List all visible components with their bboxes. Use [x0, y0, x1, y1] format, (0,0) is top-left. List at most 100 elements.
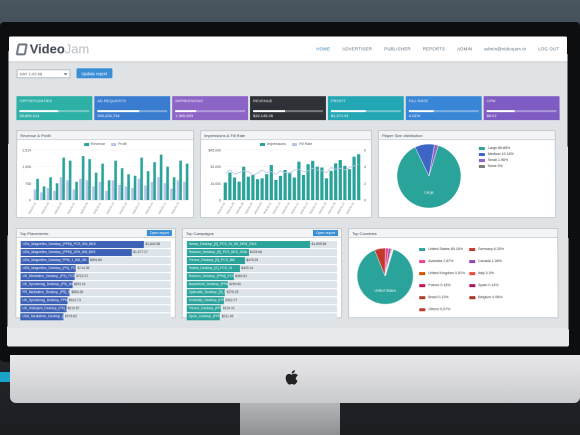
list-row[interactable]: Rubicon_Desktop_[S]_PCS_BKS_2016 $478.66 [187, 249, 337, 256]
campaigns-title: Top Campaigns [186, 231, 214, 236]
profit-bar [99, 182, 102, 200]
row-value: $722.07 [76, 274, 88, 278]
x-tick-label: 2016-01-21 [157, 201, 167, 215]
legend-swatch [469, 260, 475, 263]
stat-cards: OPPORTUNITIES 35,853,014 AD REQUESTS 300,22… [8, 96, 567, 120]
list-row[interactable]: Telaria_Desktop_[S]_PCS_01 $429.14 [187, 265, 337, 272]
legend-label: United States 89.16% [428, 247, 463, 251]
x-tick-label: 2016-01-27 [336, 201, 346, 215]
revenue-bar [147, 171, 150, 200]
list-row[interactable]: Smartclip_Desktop_[PPM]_PCS $262.07 [187, 297, 337, 304]
profit-bar [125, 186, 128, 200]
nav-home[interactable]: HOME [316, 46, 330, 51]
stat-progress [409, 110, 479, 112]
impressions-bar [348, 169, 351, 200]
nav-logout[interactable]: LOG OUT [538, 46, 559, 51]
list-row[interactable]: USA_Magnetfox_Desktop_PPM_1_BM_2M $905.89 [21, 257, 171, 264]
impressions-bar [279, 176, 282, 200]
row-value: $479.25 [246, 258, 258, 262]
campaigns-open-report-button[interactable]: Open report [313, 230, 338, 236]
impressions-bar [256, 179, 259, 200]
legend-item: Australia 1.87% [419, 256, 465, 266]
row-label: FR_Mediatime_Desktop_(PS)_BM [22, 290, 73, 294]
list-row[interactable]: USA_Magnetfox_Desktop_(PPM)_PCS_BM_BKS $1… [21, 241, 171, 248]
profit-bar [79, 179, 82, 200]
pie-center-label: Large [424, 191, 433, 195]
nav-advertiser[interactable]: ADVERTISER [342, 46, 372, 51]
legend-item: Small 1.96% [479, 158, 514, 162]
list-row[interactable]: Spotx_Desktop_[PPM]_PCS_BM $231.69 [187, 313, 337, 320]
nav-publisher[interactable]: PUBLISHER [384, 46, 411, 51]
player-legend: Large 89.85% Medium 10.15% Small 1.96% None… [479, 140, 514, 216]
profit-bar [47, 188, 50, 200]
stat-card: OPPORTUNITIES 35,853,014 [16, 96, 92, 120]
profit-bar [66, 180, 69, 200]
revenue-bar [114, 161, 117, 200]
list-row[interactable]: Senso_Desktop_[S]_PCS_01_S5_DEM_2016 $1,6… [187, 241, 337, 248]
impressions-chart: $45,00030,00015,000064202016-01-01 2016-0… [201, 146, 371, 216]
legend-label: Brazil 0.13% [428, 295, 448, 299]
list-row[interactable]: FR_Mediatime_Desktop_(PS)_BM $654.26 [20, 289, 170, 296]
x-tick-label: 2016-01-13 [105, 201, 115, 215]
legend-label: Canada 1.38% [478, 259, 502, 263]
x-tick-label: 2016-01-09 [253, 201, 263, 215]
list-row[interactable]: UK_Mediatime_Desktop_(PS)_PCS $722.07 [21, 273, 171, 280]
stat-progress [487, 110, 557, 112]
row-label: Telaria_Desktop_[S]_PCS_01 [189, 266, 233, 270]
impressions-bar [320, 168, 323, 200]
update-report-button[interactable]: Update report [76, 68, 112, 78]
revenue-bar [153, 162, 156, 200]
list-row[interactable]: Beachfront_Desktop_[PPM]_PCS $299.60 [187, 281, 337, 288]
x-tick-label: 2016-01-01 [27, 201, 37, 215]
lists-row: Top Placements Open report USA_Magnetfox_… [7, 228, 568, 318]
placements-panel: Top Placements Open report USA_Magnetfox_… [15, 228, 176, 318]
impressions-bar [247, 177, 250, 200]
list-row[interactable]: USA_Magnetfox_Desktop_(PS)_PCS_BM $744.39 [21, 265, 171, 272]
revenue-bar [95, 173, 98, 200]
impressions-bar [251, 175, 254, 200]
profit-bar [53, 191, 56, 200]
logo[interactable]: VideoJam [17, 41, 90, 56]
revenue-bar [127, 174, 130, 200]
y2-tick-label: 6 [364, 149, 366, 153]
row-label: USA_Mediatime_Desktop_(PS) [22, 314, 68, 318]
screen-footer [7, 328, 569, 346]
row-label: US_Videojam_Desktop_(PS)_BM [22, 306, 71, 310]
list-row[interactable]: Rubicon_Desktop_[PPM]_PCS $360.51 [187, 273, 337, 280]
nav-reports[interactable]: REPORTS [423, 46, 445, 51]
legend-swatch [479, 159, 485, 162]
stat-card: CPM $5.07 [484, 96, 560, 120]
legend-item: France 0.16% [419, 280, 465, 290]
list-row[interactable]: USA_Magnetfox_Desktop_(PPM)_20%_BM_BKS $1… [21, 249, 171, 256]
placements-open-report-button[interactable]: Open report [147, 230, 172, 236]
legend-swatch [479, 153, 485, 156]
nav-user-email[interactable]: admin@videojam.tv [484, 46, 526, 51]
list-row[interactable]: US_Videojam_Desktop_(PS)_BM $610.57 [20, 305, 170, 312]
revenue-bar [69, 161, 72, 200]
profit-bar [157, 177, 160, 200]
revenue-bar [36, 179, 39, 200]
profit-bar [112, 180, 115, 200]
placements-title: Top Placements [20, 231, 49, 236]
legend-label: Others 0.07% [428, 307, 450, 311]
list-row[interactable]: Tremor_Desktop_[S]_PCS_BM $479.25 [187, 257, 337, 264]
revenue-bar [56, 183, 59, 200]
revenue-bar [101, 164, 104, 200]
list-row[interactable]: USA_Mediatime_Desktop_(PS) $579.62 [20, 313, 170, 320]
row-label: UK_Sportsmag_Desktop_PPM_BM [22, 298, 74, 302]
stat-value: $1,371.51 [331, 113, 349, 118]
list-row[interactable]: UK_Sportsmag_Desktop_PPM_BM $623.73 [20, 297, 170, 304]
stat-card: REVENUE $32,145.26 [250, 96, 326, 120]
row-value: $234.01 [223, 306, 235, 310]
x-tick-label: 2016-01-11 [92, 201, 102, 215]
nav-admin[interactable]: ADMIN [457, 46, 472, 51]
y-tick-label: $45,000 [208, 149, 221, 153]
date-range-select[interactable]: DAY 1-02-08 [17, 69, 71, 78]
legend-label: Medium 10.15% [488, 152, 514, 156]
list-row[interactable]: DE_Sportsmag_Desktop_(PS)_BM $691.01 [20, 281, 170, 288]
list-row[interactable]: Optimatic_Desktop_[S]_BM $275.32 [187, 289, 337, 296]
legend-item: Italy 0.3% [469, 268, 515, 278]
row-value: $1,477.17 [133, 250, 148, 254]
list-row[interactable]: Tremor_Desktop_[PPM]_PCS $234.01 [187, 305, 337, 312]
